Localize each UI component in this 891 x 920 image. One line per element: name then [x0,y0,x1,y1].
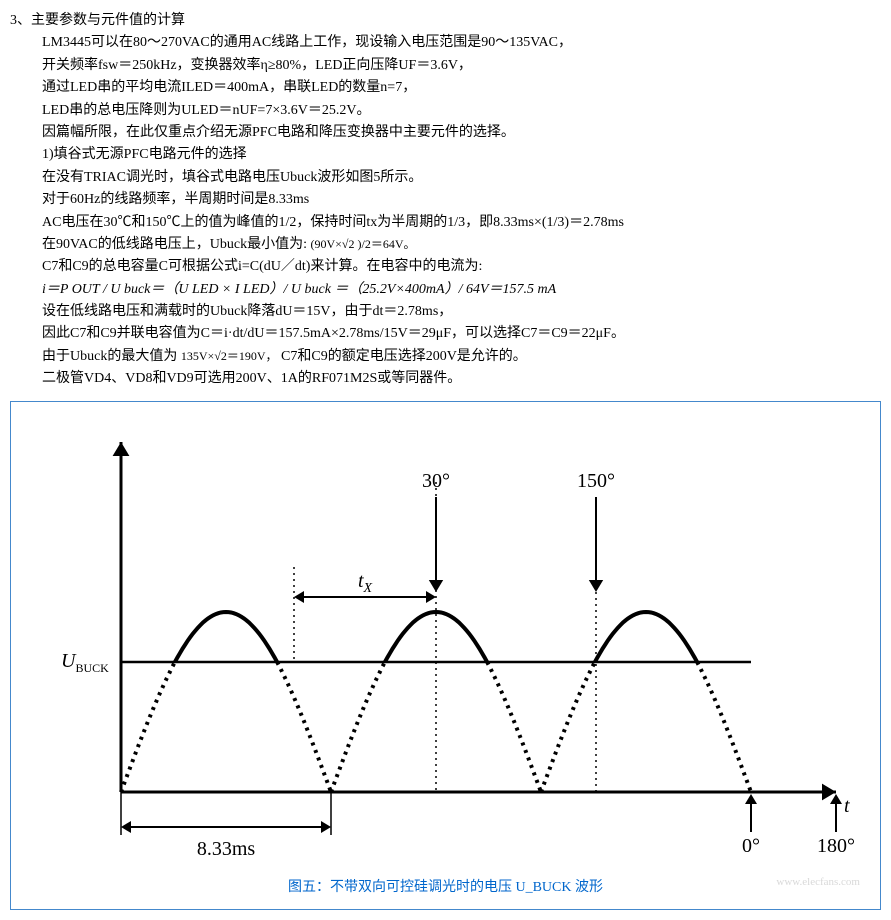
line-7: 1)填谷式无源PFC电路元件的选择 [10,144,881,166]
text-block: 3、主要参数与元件值的计算 LM3445可以在80～270VAC的通用AC线路上… [10,10,881,391]
line-8: 在没有TRIAC调光时，填谷式电路电压Ubuck波形如图5所示。 [10,167,881,189]
diagram-container: tX 30° 150° 0° 180° 8.33ms UBUCK t 图五：不带双向可控硅调光… [10,401,881,910]
diagram-caption: 图五：不带双向可控硅调光时的电压 U_BUCK 波形 [21,877,870,899]
line-16: 由于Ubuck的最大值为 135V×√2＝190V， C7和C9的额定电压选择2… [10,346,881,368]
line-6: 因篇幅所限，在此仅重点介绍无源PFC电路和降压变换器中主要元件的选择。 [10,122,881,144]
line-16c: C7和C9的额定电压选择200V是允许的。 [281,349,527,364]
line-2: LM3445可以在80～270VAC的通用AC线路上工作，现设输入电压范围是90… [10,32,881,54]
line-17: 二极管VD4、VD8和VD9可选用200V、1A的RF071M2S或等同器件。 [10,368,881,390]
svg-text:150°: 150° [577,470,615,492]
line-15: 因此C7和C9并联电容值为C＝i·dt/dU＝157.5mA×2.78ms/15… [10,323,881,345]
line-5: LED串的总电压降则为ULED＝nUF=7×3.6V＝25.2V。 [10,100,881,122]
svg-text:t: t [844,795,850,817]
line-11b: (90V×√2 )/2＝64V。 [310,237,415,251]
svg-text:180°: 180° [817,835,855,857]
svg-text:30°: 30° [422,470,450,492]
line-14: 设在低线路电压和满载时的Ubuck降落dU＝15V，由于dt＝2.78ms， [10,301,881,323]
line-3: 开关频率fsw＝250kHz，变换器效率η≥80%，LED正向压降UF＝3.6V… [10,55,881,77]
line-9: 对于60Hz的线路频率，半周期时间是8.33ms [10,189,881,211]
line-4: 通过LED串的平均电流ILED＝400mA，串联LED的数量n=7， [10,77,881,99]
watermark: www.elecfans.com [776,874,860,892]
line-11a: 在90VAC的低线路电压上，Ubuck最小值为: [42,237,307,252]
svg-text:0°: 0° [742,835,760,857]
line-1: 3、主要参数与元件值的计算 [10,10,881,32]
line-11: 在90VAC的低线路电压上，Ubuck最小值为: (90V×√2 )/2＝64V… [10,234,881,256]
line-13: i＝P OUT / U buck＝（U LED × I LED）/ U buck… [10,279,881,301]
line-16a: 由于Ubuck的最大值为 [42,349,177,364]
line-16b: 135V×√2＝190V， [181,349,278,363]
waveform-diagram: tX 30° 150° 0° 180° 8.33ms UBUCK t [26,412,866,872]
svg-text:8.33ms: 8.33ms [196,838,255,860]
line-10: AC电压在30℃和150℃上的值为峰值的1/2，保持时间tx为半周期的1/3，即… [10,212,881,234]
svg-text:UBUCK: UBUCK [61,650,109,675]
line-12: C7和C9的总电容量C可根据公式i=C(dU／dt)来计算。在电容中的电流为: [10,256,881,278]
svg-text:tX: tX [357,570,372,596]
